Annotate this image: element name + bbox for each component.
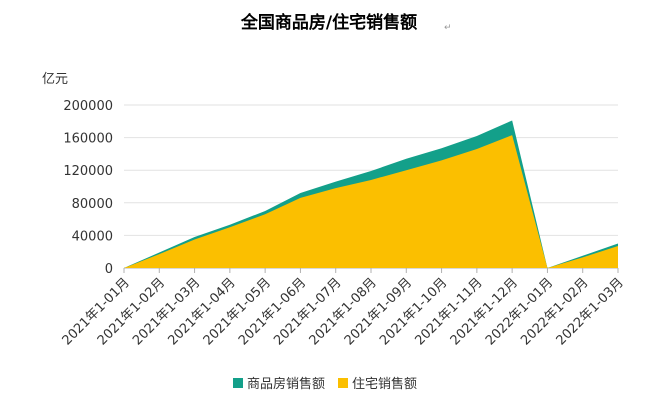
legend-swatch <box>233 378 243 388</box>
y-tick-label: 160000 <box>63 132 113 147</box>
legend: 商品房销售额 住宅销售额 <box>233 376 417 392</box>
y-tick-label: 40000 <box>72 229 113 244</box>
plot-areas <box>123 120 619 269</box>
title-return-mark: ↵ <box>444 23 452 33</box>
legend-label: 住宅销售额 <box>352 376 417 392</box>
legend-swatch <box>338 378 348 388</box>
y-axis-ticks: 0 40000 80000 120000 160000 200000 <box>63 99 113 277</box>
y-tick-label: 0 <box>105 262 113 277</box>
y-tick-label: 80000 <box>72 197 113 212</box>
y-axis-unit: 亿元 <box>42 72 68 87</box>
x-axis-ticks: 2021年1-01月2021年1-02月2021年1-03月2021年1-04月… <box>60 268 627 348</box>
chart-title: 全国商品房/住宅销售额 <box>240 12 417 33</box>
y-tick-label: 120000 <box>63 164 113 179</box>
legend-label: 商品房销售额 <box>247 376 325 392</box>
y-tick-label: 200000 <box>63 99 113 114</box>
area-series-1 <box>124 135 618 268</box>
